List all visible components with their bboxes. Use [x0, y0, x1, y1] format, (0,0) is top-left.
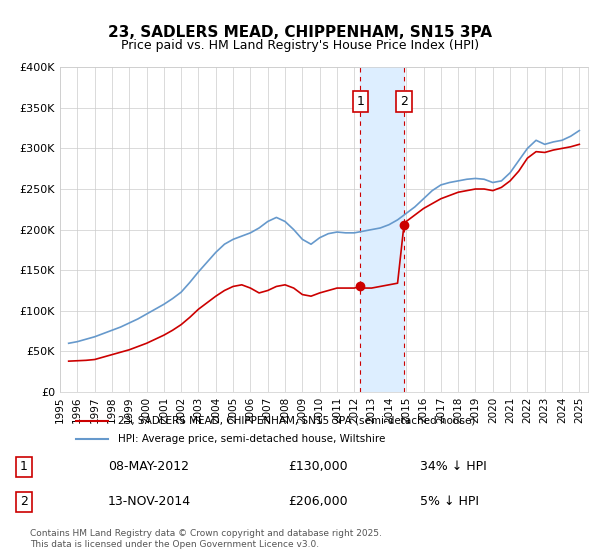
- Text: 23, SADLERS MEAD, CHIPPENHAM, SN15 3PA: 23, SADLERS MEAD, CHIPPENHAM, SN15 3PA: [108, 25, 492, 40]
- Text: 5% ↓ HPI: 5% ↓ HPI: [420, 495, 479, 508]
- Text: 2: 2: [400, 95, 408, 108]
- Bar: [361, 67, 404, 392]
- Text: 34% ↓ HPI: 34% ↓ HPI: [420, 460, 487, 473]
- Text: 08-MAY-2012: 08-MAY-2012: [108, 460, 189, 473]
- Text: 1: 1: [356, 95, 364, 108]
- Text: 1: 1: [20, 460, 28, 473]
- Text: 13-NOV-2014: 13-NOV-2014: [108, 495, 191, 508]
- Text: HPI: Average price, semi-detached house, Wiltshire: HPI: Average price, semi-detached house,…: [118, 434, 385, 444]
- Text: £130,000: £130,000: [288, 460, 347, 473]
- Text: Price paid vs. HM Land Registry's House Price Index (HPI): Price paid vs. HM Land Registry's House …: [121, 39, 479, 52]
- Text: 2: 2: [20, 495, 28, 508]
- Text: Contains HM Land Registry data © Crown copyright and database right 2025.
This d: Contains HM Land Registry data © Crown c…: [30, 529, 382, 549]
- Text: 23, SADLERS MEAD, CHIPPENHAM, SN15 3PA (semi-detached house): 23, SADLERS MEAD, CHIPPENHAM, SN15 3PA (…: [118, 416, 475, 426]
- Text: £206,000: £206,000: [288, 495, 347, 508]
